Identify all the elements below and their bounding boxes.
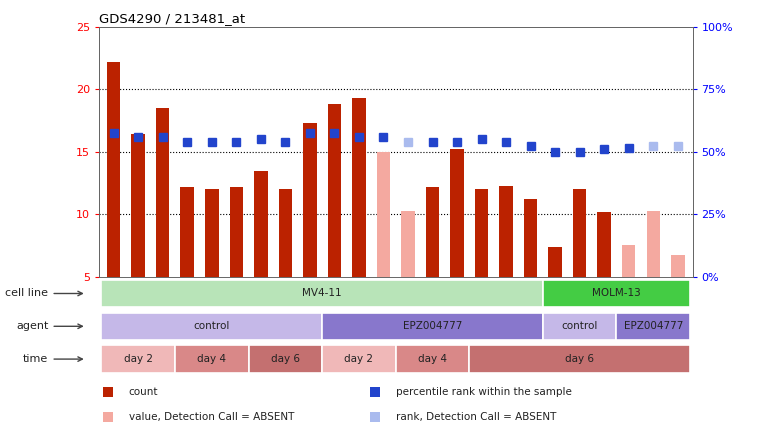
Bar	[549, 247, 562, 277]
Text: agent: agent	[16, 321, 82, 331]
Bar	[543, 280, 690, 307]
Text: rank, Detection Call = ABSENT: rank, Detection Call = ABSENT	[396, 412, 556, 422]
Bar	[132, 135, 145, 277]
Bar	[543, 313, 616, 340]
Bar	[205, 190, 218, 277]
Text: time: time	[24, 354, 82, 364]
Text: day 2: day 2	[124, 354, 153, 364]
Text: count: count	[129, 387, 158, 397]
Bar	[616, 313, 690, 340]
Bar	[451, 149, 463, 277]
Bar	[322, 313, 543, 340]
Bar	[475, 190, 489, 277]
Bar	[303, 123, 317, 277]
Text: GDS4290 / 213481_at: GDS4290 / 213481_at	[99, 12, 245, 25]
Bar	[425, 187, 439, 277]
Bar	[156, 108, 170, 277]
Text: day 6: day 6	[271, 354, 300, 364]
Bar	[647, 211, 660, 277]
Text: MOLM-13: MOLM-13	[592, 289, 641, 298]
Text: day 4: day 4	[197, 354, 226, 364]
Bar	[524, 199, 537, 277]
Bar	[322, 345, 396, 373]
Bar	[328, 104, 341, 277]
Bar	[107, 62, 120, 277]
Bar	[180, 187, 194, 277]
Bar	[401, 211, 415, 277]
Bar	[470, 345, 690, 373]
Bar	[622, 245, 635, 277]
Bar	[573, 190, 587, 277]
Text: cell line: cell line	[5, 289, 82, 298]
Bar	[101, 345, 175, 373]
Bar	[279, 190, 292, 277]
Bar	[671, 254, 685, 277]
Text: value, Detection Call = ABSENT: value, Detection Call = ABSENT	[129, 412, 294, 422]
Text: percentile rank within the sample: percentile rank within the sample	[396, 387, 572, 397]
Bar	[230, 187, 243, 277]
Bar	[249, 345, 322, 373]
Text: EPZ004777: EPZ004777	[623, 321, 683, 331]
Text: MV4-11: MV4-11	[302, 289, 342, 298]
Text: EPZ004777: EPZ004777	[403, 321, 462, 331]
Bar	[175, 345, 249, 373]
Bar	[254, 170, 268, 277]
Bar	[597, 212, 611, 277]
Text: control: control	[562, 321, 598, 331]
Text: control: control	[193, 321, 230, 331]
Bar	[101, 280, 543, 307]
Bar	[396, 345, 470, 373]
Bar	[499, 186, 513, 277]
Bar	[352, 98, 366, 277]
Bar	[101, 313, 322, 340]
Text: day 2: day 2	[345, 354, 374, 364]
Text: day 6: day 6	[565, 354, 594, 364]
Bar	[377, 152, 390, 277]
Text: day 4: day 4	[418, 354, 447, 364]
